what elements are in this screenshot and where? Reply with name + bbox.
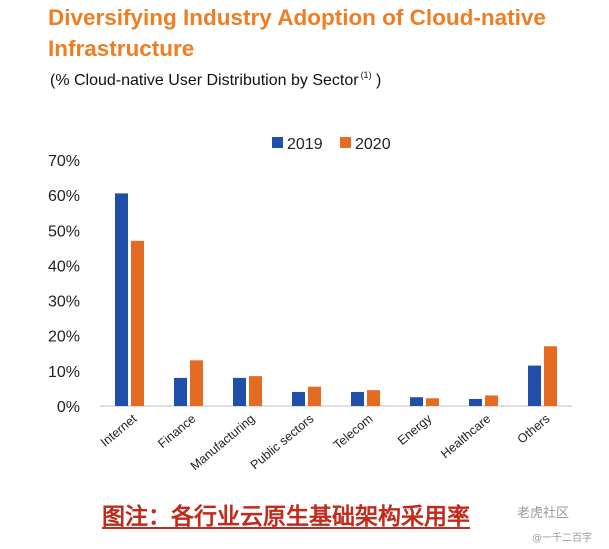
bar-2020-public-sectors — [308, 386, 321, 406]
bar-2020-manufacturing — [249, 376, 262, 406]
x-tick-label: Manufacturing — [188, 412, 258, 474]
y-tick-label: 60% — [48, 188, 80, 205]
bar-2020-healthcare — [485, 395, 498, 406]
legend-swatch-2019 — [272, 137, 283, 148]
watermark-handle: @一千二百字 — [532, 533, 592, 544]
bar-2019-finance — [174, 377, 187, 406]
bar-2019-others — [528, 365, 541, 406]
x-tick-label: Telecom — [331, 412, 376, 453]
y-tick-label: 70% — [48, 153, 80, 170]
bar-2019-manufacturing — [233, 377, 246, 406]
x-tick-label: Energy — [395, 411, 435, 448]
y-tick-label: 20% — [48, 329, 80, 346]
watermark: 老虎社区 — [517, 506, 570, 521]
subtitle-close: ) — [371, 72, 382, 89]
bar-2019-public-sectors — [292, 391, 305, 406]
x-tick-label: Public sectors — [248, 412, 317, 473]
legend-swatch-2020 — [340, 137, 351, 148]
chart-subtitle: (% Cloud-native User Distribution by Sec… — [50, 70, 381, 90]
bar-2019-energy — [410, 397, 423, 406]
y-tick-label: 50% — [48, 223, 80, 240]
figure-caption: 图注：各行业云原生基础架构采用率 — [102, 504, 470, 530]
bar-2019-internet — [115, 193, 128, 406]
legend-label-2019: 2019 — [287, 136, 323, 153]
subtitle-text: (% Cloud-native User Distribution by Sec… — [50, 72, 359, 89]
legend-label-2020: 2020 — [355, 136, 391, 153]
x-tick-label: Finance — [155, 412, 198, 451]
bar-2019-telecom — [351, 391, 364, 406]
subtitle-footnote: (1) — [360, 70, 372, 80]
bars — [115, 193, 557, 406]
legend: 2019 2020 — [272, 136, 391, 153]
chart-title: Diversifying Industry Adoption of Cloud-… — [48, 5, 546, 61]
x-tick-label: Others — [515, 412, 553, 447]
bar-2020-finance — [190, 360, 203, 406]
y-tick-label: 40% — [48, 258, 80, 275]
bar-2020-others — [544, 346, 557, 406]
x-tick-label: Internet — [98, 411, 140, 449]
bar-2020-energy — [426, 398, 439, 406]
y-axis-ticks: 0% 10% 20% 30% 40% 50% 60% 70% — [48, 153, 80, 416]
y-tick-label: 0% — [57, 399, 80, 416]
bar-2020-telecom — [367, 390, 380, 406]
y-tick-label: 10% — [48, 364, 80, 381]
bar-2020-internet — [131, 240, 144, 406]
y-tick-label: 30% — [48, 294, 80, 311]
x-tick-label: Healthcare — [438, 412, 493, 462]
bar-2019-healthcare — [469, 398, 482, 406]
